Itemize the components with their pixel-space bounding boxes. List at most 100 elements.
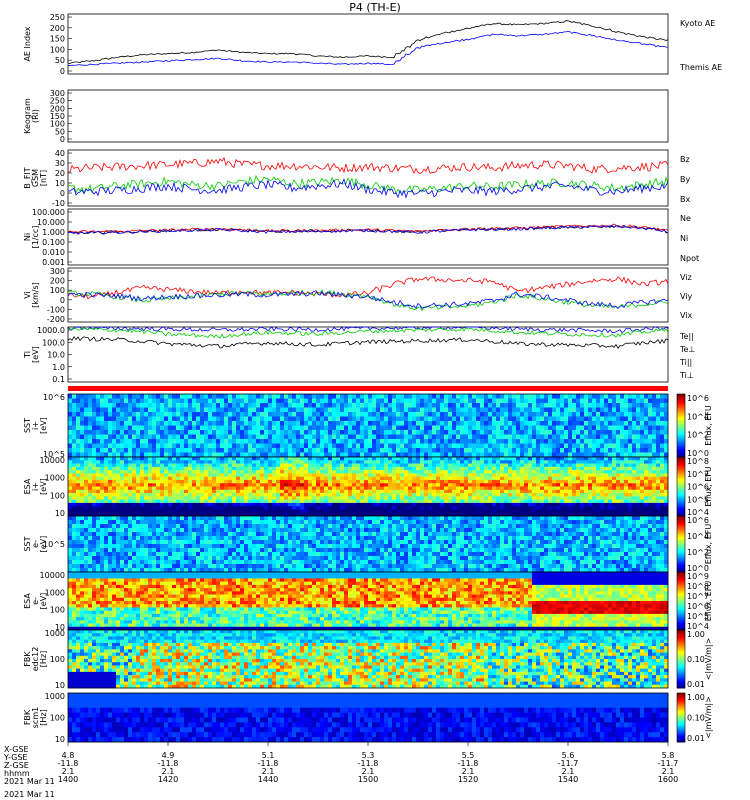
sst_i-cell: [624, 434, 629, 440]
bfield-legend: By: [680, 175, 690, 184]
sst_i-cell: [184, 407, 189, 413]
sst_i-cell: [656, 394, 661, 399]
esa_i-cell: [600, 470, 605, 474]
esa_i-cell: [616, 502, 621, 507]
sst_i-cell: [228, 407, 233, 413]
sst_i-cell: [528, 416, 533, 422]
esa_i-cell: [400, 493, 405, 497]
esa_i-cell: [580, 512, 585, 517]
sst_i-cell: [184, 416, 189, 422]
sst_i-cell: [112, 421, 117, 426]
sst_i-cell: [468, 439, 473, 444]
sst_i-cell: [316, 452, 321, 458]
sst_i-cell: [168, 448, 173, 453]
sst_i-cell: [204, 430, 209, 435]
sst_i-cell: [392, 416, 397, 422]
sst_i-cell: [200, 416, 205, 422]
esa_i-cell: [544, 483, 549, 487]
sst_i-cell: [192, 448, 197, 453]
sst_i-cell: [528, 452, 533, 458]
esa_i-cell: [664, 476, 669, 481]
esa_i-cell: [84, 509, 89, 514]
esa_i-cell: [272, 466, 277, 471]
esa_i-cell: [504, 496, 509, 500]
sst_i-cell: [84, 416, 89, 422]
sst_i-cell: [180, 421, 185, 426]
esa_i-cell: [332, 509, 337, 514]
sst_i-cell: [664, 421, 669, 426]
sst_i-cell: [80, 425, 85, 431]
sst_i-colorbar-tick: 10^0: [687, 449, 709, 458]
sst_i-cell: [204, 434, 209, 440]
esa_i-cell: [400, 473, 405, 477]
esa_i-cell: [268, 473, 273, 477]
sst_i-cell: [260, 407, 265, 413]
esa_i-cell: [188, 479, 193, 484]
sst_i-cell: [612, 421, 617, 426]
esa_i-cell: [624, 457, 629, 461]
sst_i-cell: [528, 407, 533, 413]
sst_i-cell: [304, 421, 309, 426]
sst_i-cell: [664, 407, 669, 413]
esa_i-cell: [308, 463, 313, 468]
sst_i-cell: [596, 421, 601, 426]
esa_i-cell: [76, 463, 81, 468]
esa_i-cell: [380, 457, 385, 461]
sst_i-cell: [612, 425, 617, 431]
sst_i-cell: [188, 443, 193, 449]
sst_i-cell: [656, 425, 661, 431]
sst_i-cell: [296, 398, 301, 404]
sst_i-cell: [452, 394, 457, 399]
sst_i-cell: [456, 407, 461, 413]
sst_i-cell: [308, 421, 313, 426]
esa_i-cell: [136, 463, 141, 468]
esa_i-cell: [112, 509, 117, 514]
sst_i-cell: [336, 443, 341, 449]
sst_i-cell: [172, 403, 177, 408]
sst_i-cell: [580, 425, 585, 431]
sst_i-cell: [496, 421, 501, 426]
sst_i-cell: [336, 434, 341, 440]
esa_i-cell: [480, 470, 485, 474]
esa_i-cell: [492, 512, 497, 517]
esa_i-cell: [420, 470, 425, 474]
esa_i-cell: [492, 476, 497, 481]
sst_i-cell: [288, 439, 293, 444]
sst_i-cell: [120, 452, 125, 458]
esa_i-cell: [380, 466, 385, 471]
sst_i-cell: [252, 416, 257, 422]
sst_i-cell: [180, 403, 185, 408]
esa_i-cell: [336, 499, 341, 504]
esa_i-cell: [148, 483, 153, 487]
esa_i-cell: [108, 463, 113, 468]
esa_i-cell: [300, 470, 305, 474]
esa_i-cell: [72, 460, 77, 464]
esa_i-cell: [284, 476, 289, 481]
esa_i-cell: [292, 496, 297, 500]
esa_i-cell: [436, 502, 441, 507]
esa_i-cell: [332, 512, 337, 517]
sst_i-cell: [72, 407, 77, 413]
esa_i-cell: [512, 499, 517, 504]
sst_i-cell: [208, 407, 213, 413]
sst_i-cell: [296, 403, 301, 408]
esa_i-cell: [304, 496, 309, 500]
esa_i-cell: [104, 457, 109, 461]
sst_i-cell: [292, 443, 297, 449]
esa_i-cell: [244, 473, 249, 477]
esa_i-cell: [412, 457, 417, 461]
sst_i-cell: [544, 398, 549, 404]
esa_i-cell: [92, 486, 97, 491]
esa_i-cell: [252, 479, 257, 484]
sst_i-cell: [264, 394, 269, 399]
esa_i-cell: [520, 463, 525, 468]
esa_i-cell: [440, 466, 445, 471]
esa_i-cell: [336, 493, 341, 497]
esa_i-cell: [160, 493, 165, 497]
esa_i-cell: [652, 479, 657, 484]
sst_i-cell: [388, 398, 393, 404]
esa_i-cell: [240, 470, 245, 474]
esa_i-cell: [440, 476, 445, 481]
sst_i-cell: [148, 430, 153, 435]
esa_i-cell: [456, 476, 461, 481]
